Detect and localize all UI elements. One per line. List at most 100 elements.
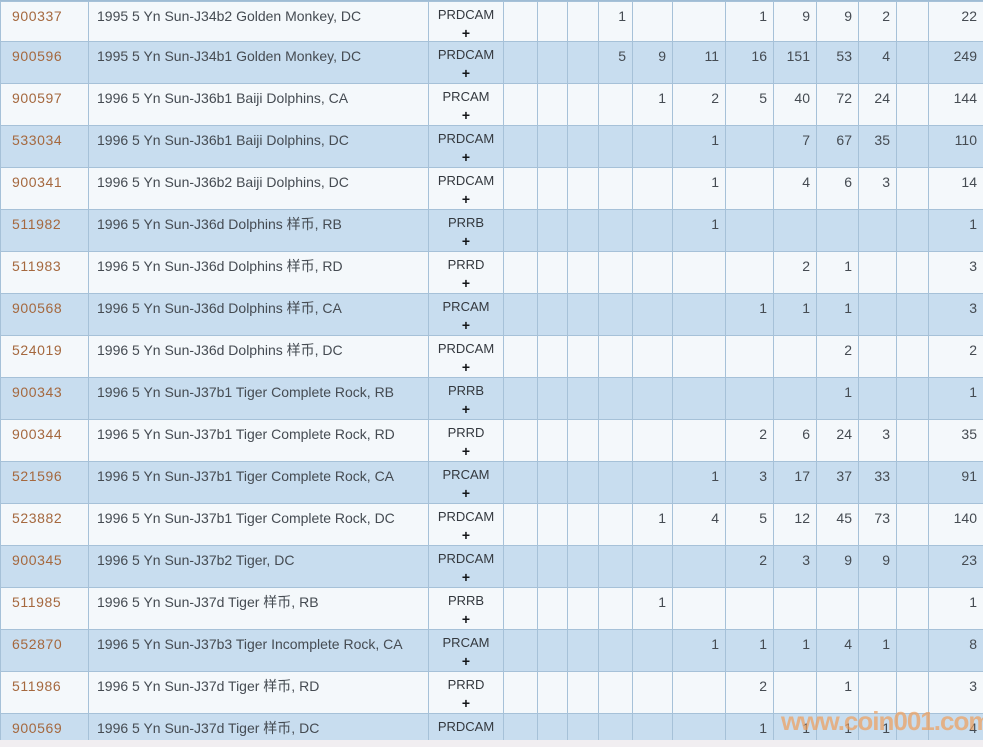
- grade-count-cell: [503, 251, 538, 295]
- designation-label: PRRB: [447, 383, 485, 399]
- designation-label: PRDCAM: [437, 509, 495, 525]
- plus-designation-link[interactable]: +: [461, 484, 471, 501]
- plus-designation-link[interactable]: +: [461, 24, 471, 41]
- plus-designation-link[interactable]: +: [461, 610, 471, 627]
- total-count-cell: 23: [928, 545, 983, 589]
- plus-designation-link[interactable]: +: [461, 64, 471, 81]
- grade-count-cell: [896, 335, 929, 379]
- plus-designation-link[interactable]: +: [461, 316, 471, 333]
- plus-designation-link[interactable]: +: [461, 190, 471, 207]
- grade-count-cell: 72: [816, 83, 859, 127]
- cert-number-link[interactable]: 511982: [0, 209, 89, 253]
- cert-number-link[interactable]: 900337: [0, 1, 89, 43]
- grade-count-cell: [598, 671, 633, 715]
- grade-count-cell: [725, 125, 774, 169]
- grade-count-cell: 7: [773, 125, 817, 169]
- grade-count-cell: [503, 83, 538, 127]
- grade-count-cell: [632, 125, 673, 169]
- designation-label: PRDCAM: [437, 47, 495, 63]
- total-count-cell: 1: [928, 209, 983, 253]
- grade-count-cell: [567, 251, 599, 295]
- grade-count-cell: 4: [858, 41, 897, 85]
- grade-count-cell: [896, 377, 929, 421]
- cert-number-link[interactable]: 511985: [0, 587, 89, 631]
- cert-number-link[interactable]: 900568: [0, 293, 89, 337]
- cert-number-link[interactable]: 652870: [0, 629, 89, 673]
- cert-number-link[interactable]: 524019: [0, 335, 89, 379]
- designation-cell: PRDCAM +: [428, 167, 504, 211]
- table-row: 900344 1996 5 Yn Sun-J37b1 Tiger Complet…: [0, 419, 983, 463]
- grade-count-cell: 1: [725, 293, 774, 337]
- grade-count-cell: 16: [725, 41, 774, 85]
- plus-designation-link[interactable]: +: [461, 652, 471, 669]
- grade-count-cell: 1: [632, 587, 673, 631]
- grade-count-cell: [503, 461, 538, 505]
- cert-number-link[interactable]: 900341: [0, 167, 89, 211]
- plus-designation-link[interactable]: +: [461, 106, 471, 123]
- designation-cell: PRRB +: [428, 587, 504, 631]
- grade-count-cell: [773, 377, 817, 421]
- table-row: 511985 1996 5 Yn Sun-J37d Tiger 样币, RB P…: [0, 587, 983, 631]
- table-row: 524019 1996 5 Yn Sun-J36d Dolphins 样币, D…: [0, 335, 983, 379]
- cert-number-link[interactable]: 523882: [0, 503, 89, 547]
- grade-count-cell: 67: [816, 125, 859, 169]
- grade-count-cell: [773, 209, 817, 253]
- grade-count-cell: [632, 1, 673, 43]
- grade-count-cell: [672, 335, 726, 379]
- grade-count-cell: 73: [858, 503, 897, 547]
- plus-designation-link[interactable]: +: [461, 400, 471, 417]
- plus-designation-link[interactable]: +: [461, 232, 471, 249]
- grade-count-cell: [503, 629, 538, 673]
- designation-label: PRRD: [447, 677, 485, 693]
- grade-count-cell: [632, 335, 673, 379]
- coin-description: 1996 5 Yn Sun-J36b1 Baiji Dolphins, CA: [88, 83, 429, 127]
- plus-designation-link[interactable]: +: [461, 694, 471, 711]
- total-count-cell: 110: [928, 125, 983, 169]
- grade-count-cell: [598, 377, 633, 421]
- cert-number-link[interactable]: 511986: [0, 671, 89, 715]
- cert-number-link[interactable]: 900597: [0, 83, 89, 127]
- grade-count-cell: [896, 41, 929, 85]
- table-row: 900345 1996 5 Yn Sun-J37b2 Tiger, DC PRD…: [0, 545, 983, 589]
- plus-designation-link[interactable]: +: [461, 148, 471, 165]
- grade-count-cell: [537, 461, 568, 505]
- cert-number-link[interactable]: 511983: [0, 251, 89, 295]
- coin-description: 1996 5 Yn Sun-J36d Dolphins 样币, DC: [88, 335, 429, 379]
- cert-number-link[interactable]: 521596: [0, 461, 89, 505]
- total-count-cell: 22: [928, 1, 983, 43]
- grade-count-cell: 1: [816, 251, 859, 295]
- grade-count-cell: [632, 293, 673, 337]
- plus-designation-link[interactable]: +: [461, 358, 471, 375]
- grade-count-cell: [503, 671, 538, 715]
- designation-label: PRCAM: [442, 467, 490, 483]
- plus-designation-link[interactable]: +: [461, 442, 471, 459]
- plus-designation-link[interactable]: +: [461, 526, 471, 543]
- grade-count-cell: [598, 293, 633, 337]
- plus-designation-link[interactable]: +: [461, 274, 471, 291]
- grade-count-cell: 17: [773, 461, 817, 505]
- plus-designation-link[interactable]: +: [461, 568, 471, 585]
- grade-count-cell: [896, 461, 929, 505]
- cert-number-link[interactable]: 900569: [0, 713, 89, 740]
- grade-count-cell: 6: [816, 167, 859, 211]
- cert-number-link[interactable]: 900343: [0, 377, 89, 421]
- cert-number-link[interactable]: 900344: [0, 419, 89, 463]
- designation-cell: PRRB +: [428, 209, 504, 253]
- designation-cell: PRCAM +: [428, 83, 504, 127]
- coin-description: 1996 5 Yn Sun-J36b2 Baiji Dolphins, DC: [88, 167, 429, 211]
- plus-designation-link[interactable]: +: [430, 737, 503, 740]
- grade-count-cell: 1: [632, 503, 673, 547]
- grade-count-cell: [537, 209, 568, 253]
- grade-count-cell: [598, 251, 633, 295]
- grade-count-cell: [567, 671, 599, 715]
- total-count-cell: 3: [928, 251, 983, 295]
- grade-count-cell: 1: [672, 125, 726, 169]
- coin-description: 1996 5 Yn Sun-J37d Tiger 样币, DC: [88, 713, 429, 740]
- cert-number-link[interactable]: 900596: [0, 41, 89, 85]
- grade-count-cell: [725, 209, 774, 253]
- cert-number-link[interactable]: 533034: [0, 125, 89, 169]
- cert-number-link[interactable]: 900345: [0, 545, 89, 589]
- table-row: 900337 1995 5 Yn Sun-J34b2 Golden Monkey…: [0, 1, 983, 43]
- designation-label: PRRD: [447, 257, 485, 273]
